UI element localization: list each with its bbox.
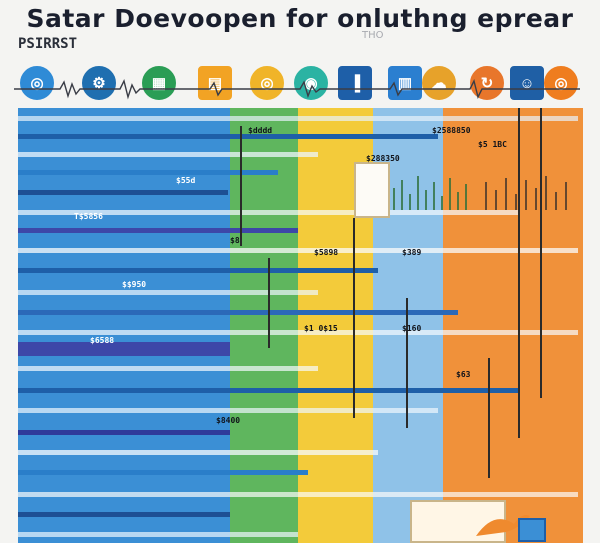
bar-row (18, 492, 578, 497)
column-orange (443, 108, 583, 543)
bar-row (18, 330, 578, 335)
connector-line (240, 126, 242, 246)
bar-row (18, 134, 438, 139)
connector-line (488, 358, 490, 478)
refresh-icon: ↻ (470, 66, 504, 100)
page-subtitle: PSIRRST (18, 36, 78, 52)
bar-row (18, 388, 518, 393)
bar-row (18, 532, 298, 537)
bar-row (18, 450, 378, 455)
bar-row (18, 190, 228, 195)
bar-row (18, 408, 438, 413)
value-label: $$950 (122, 280, 147, 289)
bar-row (18, 210, 518, 215)
data-panel: $dddd $2588850 $5 1BC $288350 $55d T$585… (18, 108, 583, 543)
value-label: $8 (230, 236, 240, 245)
connector-line (406, 298, 408, 428)
ghost-label: THO (362, 30, 384, 41)
waveform-divider (14, 78, 580, 100)
bar-row (18, 248, 578, 253)
bar-row (18, 366, 318, 371)
monitor-icon (518, 518, 546, 542)
bar-row (18, 290, 318, 295)
bar-row (18, 116, 578, 121)
page-title: Satar Doevoopen for onluthng eprear (26, 4, 574, 33)
value-label: $2588850 (432, 126, 471, 135)
user-icon: ☺ (510, 66, 544, 100)
value-label: $1 0$15 (304, 324, 338, 333)
bar-row (18, 268, 378, 273)
bar-row (18, 512, 230, 517)
bar-icon: ▐ (338, 66, 372, 100)
value-label: $55d (176, 176, 196, 185)
bar-row (18, 228, 298, 233)
value-label: $5 1BC (478, 140, 507, 149)
globe-icon: ◎ (544, 66, 578, 100)
icon-row: ◎ ⚙ ▦ ▤ ◎ ◉ ▐ ▥ ☁ ↻ ☺ ◎ (14, 62, 592, 108)
value-label: T$5856 (74, 212, 103, 221)
spark-bars (393, 176, 567, 210)
connector-line (353, 218, 355, 418)
value-label: $6588 (90, 336, 115, 345)
chart-icon: ▦ (142, 66, 176, 100)
bar-row (18, 310, 458, 315)
bar-row (18, 430, 230, 435)
value-label: $389 (402, 248, 422, 257)
bar-row (18, 170, 278, 175)
value-label: $63 (456, 370, 471, 379)
globe-icon: ◎ (20, 66, 54, 100)
value-label: $8400 (216, 416, 241, 425)
database-icon: ▤ (198, 66, 232, 100)
bird-icon (476, 515, 530, 536)
globe-icon: ◎ (250, 66, 284, 100)
connector-line (540, 108, 542, 398)
bar-row (18, 152, 318, 157)
value-label: $288350 (366, 154, 400, 163)
value-label: $5898 (314, 248, 339, 257)
bar-row (18, 342, 230, 356)
target-icon: ◉ (294, 66, 328, 100)
cloud-icon: ☁ (422, 66, 456, 100)
connector-line (268, 258, 270, 348)
value-label: $160 (402, 324, 422, 333)
bar-row (18, 470, 308, 475)
value-label: $dddd (248, 126, 273, 135)
connector-line (518, 108, 520, 438)
mini-chart (354, 162, 390, 218)
gear-icon: ⚙ (82, 66, 116, 100)
